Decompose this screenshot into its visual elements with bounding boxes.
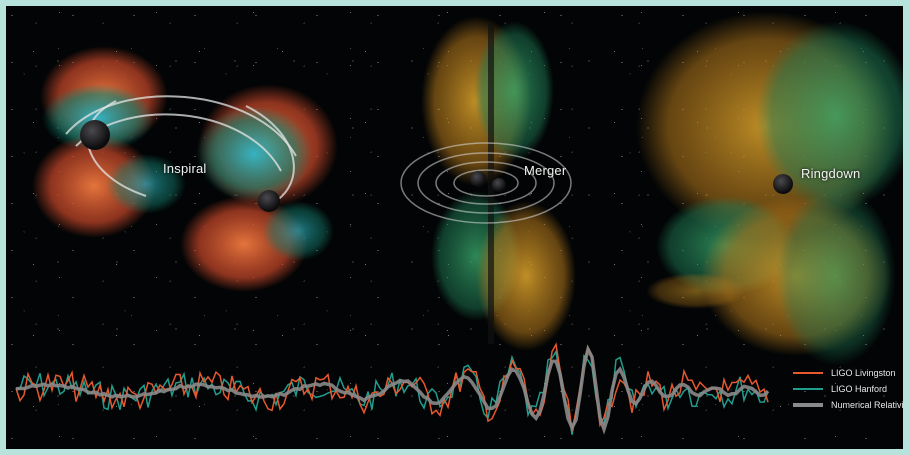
legend-item-livingston: LIGO Livingston	[793, 365, 903, 381]
inspiral-radiation-lobes	[32, 46, 338, 292]
legend-item-relativity: Numerical Relativity	[793, 397, 909, 413]
ringdown-black-hole	[773, 174, 793, 194]
waveform-legend: LIGO Livingston LIGO Hanford Numerical R…	[793, 365, 909, 413]
legend-swatch-livingston	[793, 372, 823, 374]
waveform-ligo-hanford	[15, 349, 769, 435]
legend-label-hanford: LIGO Hanford	[831, 384, 888, 394]
merger-black-hole-left	[470, 171, 486, 187]
legend-label-relativity: Numerical Relativity	[831, 400, 909, 410]
merger-radiation-lobes	[421, 16, 576, 351]
legend-item-hanford: LIGO Hanford	[793, 381, 903, 397]
phase-label-merger: Merger	[524, 163, 567, 178]
phase-label-ringdown: Ringdown	[801, 166, 861, 181]
merger-orbit-rings	[400, 142, 572, 224]
merger-black-hole-right	[492, 178, 506, 192]
inspiral-black-hole-left	[80, 120, 110, 150]
legend-label-livingston: LIGO Livingston	[831, 368, 896, 378]
inspiral-black-hole-right	[258, 190, 280, 212]
waveform-numerical-relativity	[15, 344, 770, 435]
phase-label-inspiral: Inspiral	[163, 161, 207, 176]
legend-swatch-relativity	[793, 403, 823, 407]
gravitational-wave-illustration	[15, 11, 903, 435]
legend-swatch-hanford	[793, 388, 823, 390]
waveform-traces	[15, 342, 770, 435]
ringdown-radiation-lobes	[636, 11, 903, 366]
